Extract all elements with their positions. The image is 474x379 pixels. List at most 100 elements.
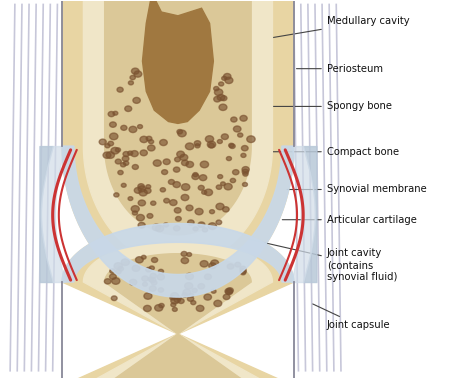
Circle shape [193, 172, 198, 177]
Circle shape [151, 201, 156, 205]
Circle shape [112, 278, 120, 284]
Circle shape [153, 160, 161, 166]
Circle shape [195, 208, 203, 215]
Circle shape [194, 141, 201, 146]
Circle shape [108, 141, 114, 146]
Circle shape [243, 172, 248, 176]
Circle shape [191, 301, 196, 305]
Circle shape [181, 251, 187, 256]
Circle shape [228, 143, 234, 147]
Circle shape [200, 161, 209, 168]
Circle shape [122, 156, 129, 161]
Circle shape [185, 143, 194, 150]
Circle shape [113, 111, 118, 115]
Circle shape [240, 269, 246, 274]
Circle shape [128, 81, 134, 85]
Text: Periosteum: Periosteum [297, 64, 383, 74]
Circle shape [103, 152, 111, 158]
Circle shape [143, 282, 147, 286]
Circle shape [210, 210, 215, 214]
Circle shape [211, 260, 219, 266]
Circle shape [164, 198, 170, 203]
Circle shape [118, 266, 123, 271]
Circle shape [225, 77, 233, 83]
Circle shape [211, 290, 216, 293]
Circle shape [109, 274, 116, 279]
Circle shape [171, 293, 179, 299]
Circle shape [149, 266, 155, 270]
Text: Joint cavity
(contains
synovial fluid): Joint cavity (contains synovial fluid) [249, 239, 397, 282]
Circle shape [189, 293, 194, 297]
Circle shape [160, 188, 165, 192]
Circle shape [104, 279, 111, 284]
Circle shape [226, 289, 233, 294]
Circle shape [114, 263, 122, 269]
Circle shape [227, 264, 234, 269]
Text: Joint capsule: Joint capsule [313, 304, 391, 330]
Circle shape [186, 161, 193, 168]
Circle shape [200, 261, 208, 267]
Circle shape [137, 125, 143, 128]
Circle shape [220, 182, 225, 186]
Circle shape [115, 148, 120, 152]
Circle shape [147, 213, 153, 218]
Circle shape [233, 126, 241, 132]
Circle shape [233, 170, 239, 175]
Circle shape [231, 117, 237, 122]
Circle shape [227, 288, 233, 293]
Circle shape [177, 151, 184, 157]
Circle shape [171, 303, 176, 307]
Circle shape [217, 139, 222, 144]
Circle shape [149, 277, 156, 283]
Circle shape [155, 225, 164, 232]
Circle shape [142, 276, 148, 281]
Circle shape [150, 273, 156, 278]
Circle shape [170, 200, 177, 205]
Circle shape [178, 130, 186, 137]
Circle shape [133, 97, 140, 103]
Circle shape [214, 300, 222, 307]
Circle shape [240, 266, 246, 271]
Polygon shape [143, 0, 213, 124]
Circle shape [131, 68, 139, 74]
Circle shape [187, 296, 194, 301]
Circle shape [207, 141, 216, 148]
Circle shape [242, 169, 248, 174]
Circle shape [214, 96, 221, 102]
Circle shape [225, 288, 232, 294]
Circle shape [240, 115, 247, 121]
Circle shape [160, 139, 167, 146]
Circle shape [109, 133, 118, 140]
Circle shape [148, 139, 154, 144]
Polygon shape [62, 224, 294, 282]
Circle shape [186, 205, 193, 211]
Circle shape [171, 298, 179, 304]
Circle shape [217, 94, 225, 100]
Circle shape [106, 152, 115, 158]
Circle shape [132, 164, 138, 169]
Circle shape [123, 161, 129, 165]
Circle shape [204, 274, 211, 280]
Circle shape [192, 174, 199, 180]
Circle shape [198, 222, 205, 227]
Circle shape [146, 136, 152, 141]
Circle shape [132, 211, 137, 215]
Circle shape [116, 269, 121, 274]
Circle shape [177, 130, 182, 134]
Text: Synovial membrane: Synovial membrane [287, 185, 427, 194]
Circle shape [147, 145, 155, 151]
Circle shape [138, 186, 146, 192]
Circle shape [152, 224, 161, 231]
Circle shape [188, 220, 194, 225]
Circle shape [209, 143, 214, 148]
Circle shape [120, 163, 126, 167]
Polygon shape [105, 254, 251, 379]
Polygon shape [62, 146, 294, 297]
Circle shape [134, 188, 142, 193]
Circle shape [195, 144, 200, 148]
Circle shape [149, 286, 156, 291]
Circle shape [109, 122, 116, 127]
Circle shape [139, 190, 147, 196]
Circle shape [151, 280, 157, 285]
Circle shape [148, 277, 153, 281]
